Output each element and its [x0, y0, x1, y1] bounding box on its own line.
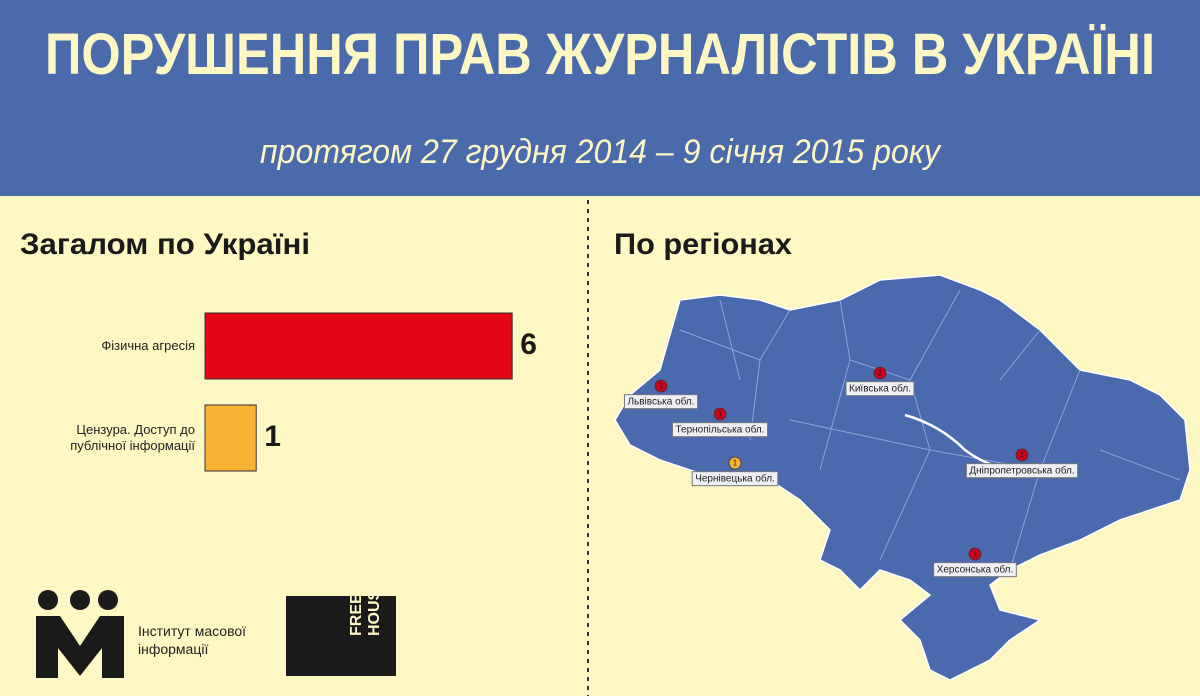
- region-label: Дніпропетровська обл.: [969, 465, 1074, 477]
- freedom-house-name: FREEDOM HOUSE: [348, 556, 383, 636]
- bar-title: Загалом по Україні: [20, 228, 310, 261]
- region-count-marker: [1015, 448, 1029, 462]
- header-band: [0, 0, 1200, 196]
- imi-logo: [36, 590, 124, 678]
- region-count-marker: [873, 366, 887, 380]
- region-label: Тернопільська обл.: [675, 424, 764, 436]
- subtitle: протягом 27 грудня 2014 – 9 січня 2015 р…: [260, 133, 942, 171]
- region-label-box: [965, 463, 1079, 479]
- freedom-house-logo: [286, 596, 396, 676]
- region-label: Київська обл.: [849, 383, 911, 395]
- region-count-marker: [728, 456, 742, 470]
- region-count: 1: [659, 382, 664, 391]
- region-label-box: [623, 394, 699, 410]
- bar: [204, 404, 257, 472]
- map-title: По регіонах: [614, 228, 792, 261]
- region-marker: Тернопільська обл. 1: [671, 407, 769, 438]
- region-label-box: [671, 422, 769, 438]
- region-count-marker: [713, 407, 727, 421]
- region-label-box: [933, 562, 1017, 578]
- region-label: Чернівецька обл.: [695, 473, 775, 485]
- region-label-box: [691, 471, 779, 487]
- region-count: 1: [718, 410, 723, 419]
- region-label: Херсонська обл.: [937, 564, 1014, 576]
- map: Львівська обл. 1 Тернопільська обл. 1 Київсь…: [614, 274, 1191, 681]
- region-marker: Львівська обл. 1: [623, 379, 699, 410]
- region-count: 1: [1020, 451, 1025, 460]
- region-label-box: [845, 381, 915, 397]
- region-marker: Херсонська обл. 1: [933, 547, 1017, 578]
- region-marker: Київська обл. 2: [845, 366, 915, 397]
- value-label: 6: [520, 328, 537, 361]
- region-marker: Чернівецька обл. 1: [691, 456, 779, 487]
- category-label: Фізична агресія: [101, 338, 195, 353]
- imi-name: Інститут масової інформації: [138, 623, 247, 657]
- region-count-marker: [968, 547, 982, 561]
- region-count-marker: [654, 379, 668, 393]
- value-label: 1: [264, 420, 281, 453]
- region-count: 1: [733, 459, 738, 468]
- category-label: Цензура. Доступ до публічної інформації: [70, 422, 195, 453]
- region-marker: Дніпропетровська обл. 1: [965, 448, 1079, 479]
- title: ПОРУШЕННЯ ПРАВ ЖУРНАЛІСТІВ В УКРАЇНІ: [45, 22, 1155, 87]
- bar: [204, 312, 513, 380]
- region-count: 2: [878, 369, 883, 378]
- region-label: Львівська обл.: [627, 396, 694, 408]
- region-count: 1: [973, 550, 978, 559]
